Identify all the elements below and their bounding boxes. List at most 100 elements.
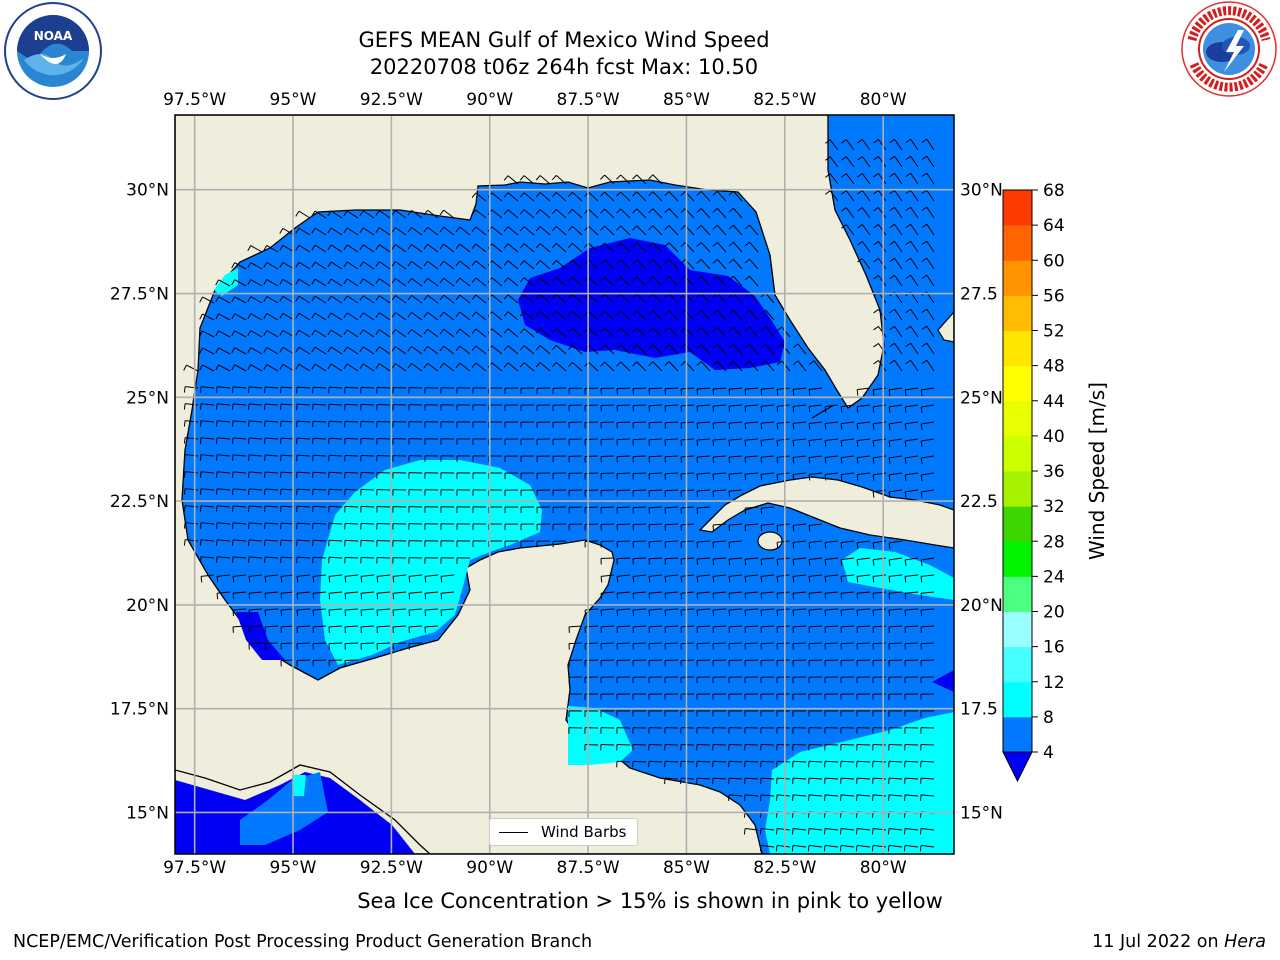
wind-barb [616, 276, 631, 287]
wind-barb [728, 625, 743, 633]
wind-barb [584, 693, 599, 701]
wind-barb [568, 472, 583, 480]
wind-barb [760, 608, 775, 617]
wind-barb [231, 347, 247, 355]
wind-barb [760, 455, 775, 464]
wind-barb [472, 404, 487, 411]
wind-barb [408, 387, 423, 394]
wind-barb [728, 727, 743, 734]
wind-barb [215, 420, 231, 427]
wind-barb [360, 642, 375, 650]
wind-barb [439, 311, 455, 321]
wind-barb [264, 420, 279, 428]
wind-barb [648, 659, 663, 667]
wind-barb [616, 727, 631, 734]
wind-barb [440, 387, 455, 394]
wind-barb [280, 522, 295, 530]
wind-barb [808, 659, 823, 667]
wind-contour-0-4-caribbean [932, 670, 954, 692]
wind-barb [407, 243, 423, 253]
wind-barb [376, 591, 391, 600]
wind-barb [728, 387, 743, 396]
wind-barb [423, 260, 439, 270]
wind-barb [728, 608, 743, 617]
wind-barb [215, 403, 231, 410]
wind-barb [616, 506, 631, 514]
wind-barb [744, 794, 759, 801]
wind-barb [839, 828, 855, 835]
wind-barb [728, 472, 743, 481]
wind-barb [728, 258, 743, 270]
wind-barb [712, 309, 727, 321]
wind-barb [455, 311, 471, 321]
wind-barb [728, 659, 743, 667]
wind-barb [680, 625, 695, 633]
wind-barb [456, 404, 471, 411]
wind-barb [728, 404, 743, 413]
wind-barb [920, 625, 935, 633]
wind-barb [600, 557, 615, 565]
wind-barb [279, 346, 295, 355]
wind-barb [921, 172, 935, 185]
wind-barb [824, 659, 839, 667]
wind-barb [216, 591, 231, 600]
wind-barb [424, 387, 439, 394]
wind-barb [696, 191, 711, 202]
wind-barb [455, 277, 471, 287]
wind-barb [728, 557, 743, 566]
wind-barb [424, 438, 439, 445]
wind-barb [840, 591, 855, 600]
wind-barb [359, 278, 375, 287]
wind-barb [664, 727, 679, 734]
wind-barb [808, 360, 823, 372]
wind-barb [648, 540, 663, 548]
sea-ice-note: Sea Ice Concentration > 15% is shown in … [357, 889, 943, 913]
wind-barb [360, 522, 375, 530]
wind-barb [616, 625, 631, 633]
wind-barb [247, 330, 263, 338]
wind-barb [873, 343, 887, 355]
wind-barb [889, 342, 903, 355]
wind-barb [375, 295, 391, 304]
wind-barb [280, 591, 295, 600]
wind-barb [744, 625, 759, 633]
wind-barb [632, 242, 647, 253]
wind-barb [247, 296, 263, 304]
wind-barb [696, 676, 711, 684]
wind-barb [455, 260, 471, 270]
wind-barb [840, 642, 855, 650]
wind-barb [503, 294, 519, 304]
wind-barb [456, 421, 471, 428]
wind-barb [808, 642, 823, 650]
wind-barb [360, 625, 375, 633]
wind-barb [888, 421, 903, 430]
wind-barb [696, 472, 711, 480]
wind-barb [664, 489, 679, 497]
wind-barb [616, 760, 631, 768]
wind-barb [567, 191, 583, 202]
wind-barb [439, 260, 455, 270]
wind-barb [359, 312, 375, 321]
wind-barb [551, 293, 567, 304]
wind-barb [584, 743, 599, 751]
wind-barb [696, 693, 711, 701]
wind-barb [760, 387, 775, 396]
lon-tick-label-top: 82.5°W [753, 90, 816, 110]
footer-date-text: 11 Jul 2022 on [1092, 932, 1225, 952]
wind-barb [455, 345, 471, 355]
colorbar-segment [1003, 611, 1032, 648]
wind-barb [728, 275, 743, 287]
wind-barb [503, 328, 519, 338]
wind-barb [600, 259, 615, 270]
wind-barb [328, 642, 343, 650]
wind-barb [840, 574, 855, 583]
wind-barb [824, 794, 839, 801]
lat-tick-label-right: 17.5 [960, 700, 998, 720]
wind-barb [519, 260, 535, 270]
wind-barb [311, 261, 327, 270]
wind-barb [889, 172, 903, 185]
wind-barb [744, 591, 759, 600]
wind-barb [344, 574, 359, 583]
wind-barb [744, 743, 759, 751]
wind-barb [360, 488, 375, 496]
